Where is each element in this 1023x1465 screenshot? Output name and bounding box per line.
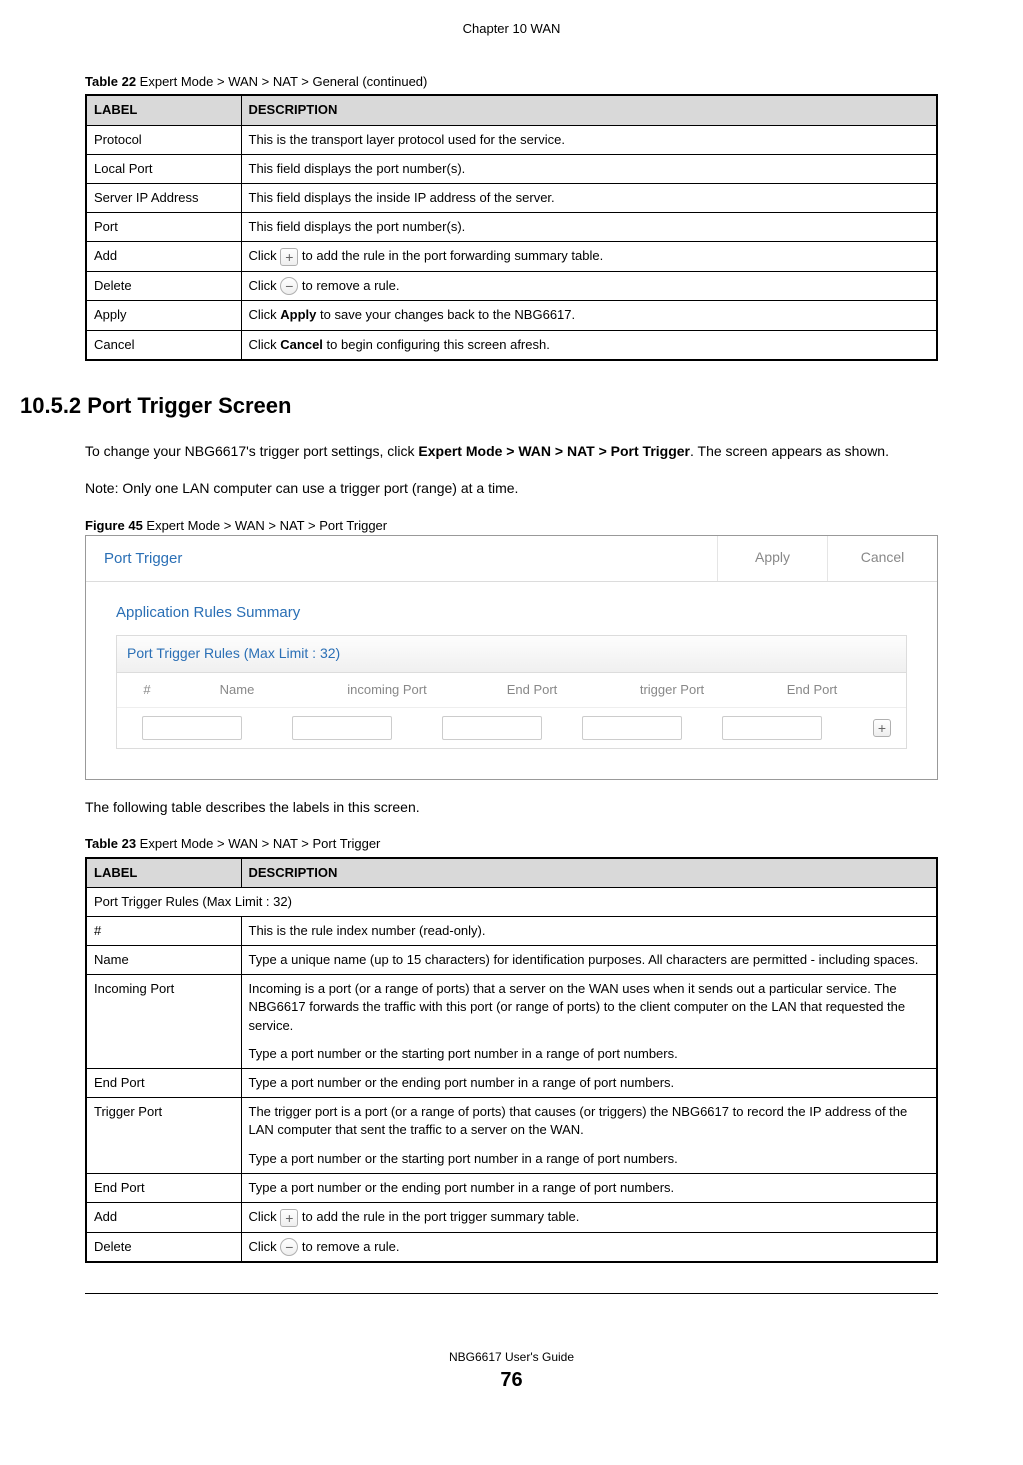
trigger-port-input[interactable] xyxy=(582,716,682,740)
figure45-number: Figure 45 xyxy=(85,518,143,533)
table23-number: Table 23 xyxy=(85,836,136,851)
table-cell: Click + to add the rule in the port forw… xyxy=(241,242,937,272)
table22-caption-text: Expert Mode > WAN > NAT > General (conti… xyxy=(136,74,427,89)
table23-caption: Table 23 Expert Mode > WAN > NAT > Port … xyxy=(85,835,938,853)
table-cell: Delete xyxy=(86,1232,241,1262)
figure45-caption: Figure 45 Expert Mode > WAN > NAT > Port… xyxy=(85,517,938,535)
footer-guide-name: NBG6617 User's Guide xyxy=(85,1349,938,1366)
section-note: Note: Only one LAN computer can use a tr… xyxy=(85,479,938,499)
table-cell: Type a port number or the ending port nu… xyxy=(241,1173,937,1202)
table-cell: End Port xyxy=(86,1173,241,1202)
table-cell: End Port xyxy=(86,1069,241,1098)
table-cell: Click Cancel to begin configuring this s… xyxy=(241,330,937,360)
port-trigger-columns: # Name incoming Port End Port trigger Po… xyxy=(117,673,906,708)
table-cell: Cancel xyxy=(86,330,241,360)
table23-spanrow: Port Trigger Rules (Max Limit : 32) xyxy=(86,887,937,916)
table-cell: Click − to remove a rule. xyxy=(241,271,937,301)
table22: LABEL DESCRIPTION ProtocolThis is the tr… xyxy=(85,94,938,360)
table-cell: This field displays the inside IP addres… xyxy=(241,183,937,212)
table-cell: # xyxy=(86,916,241,945)
figure45-screenshot: Port Trigger Apply Cancel Application Ru… xyxy=(85,535,938,780)
section-intro: To change your NBG6617's trigger port se… xyxy=(85,442,938,462)
table-cell: Click + to add the rule in the port trig… xyxy=(241,1202,937,1232)
table-cell: This field displays the port number(s). xyxy=(241,213,937,242)
minus-icon: − xyxy=(280,1238,298,1256)
table-cell: Incoming is a port (or a range of ports)… xyxy=(241,975,937,1069)
table-cell: Add xyxy=(86,242,241,272)
table23-header-desc: DESCRIPTION xyxy=(241,858,937,888)
table-cell: Add xyxy=(86,1202,241,1232)
port-trigger-header: Port Trigger Apply Cancel xyxy=(86,536,937,582)
port-trigger-input-row: + xyxy=(117,708,906,748)
cancel-button[interactable]: Cancel xyxy=(827,536,937,581)
table-cell: Protocol xyxy=(86,125,241,154)
table-cell: Port xyxy=(86,213,241,242)
name-input[interactable] xyxy=(142,716,242,740)
plus-icon: + xyxy=(280,248,298,266)
table-cell: Type a unique name (up to 15 characters)… xyxy=(241,946,937,975)
table-cell: This field displays the port number(s). xyxy=(241,154,937,183)
end-port-2-input[interactable] xyxy=(722,716,822,740)
col-hash: # xyxy=(127,681,167,699)
port-trigger-title: Port Trigger xyxy=(86,536,717,581)
port-trigger-rules-header: Port Trigger Rules (Max Limit : 32) xyxy=(117,636,906,673)
table-cell: Local Port xyxy=(86,154,241,183)
footer-page-number: 76 xyxy=(85,1366,938,1394)
application-rules-summary-title: Application Rules Summary xyxy=(116,602,907,623)
table23-header-label: LABEL xyxy=(86,858,241,888)
table-cell: The trigger port is a port (or a range o… xyxy=(241,1098,937,1174)
table-cell: Trigger Port xyxy=(86,1098,241,1174)
table-cell: Type a port number or the ending port nu… xyxy=(241,1069,937,1098)
apply-button[interactable]: Apply xyxy=(717,536,827,581)
section-heading: 10.5.2 Port Trigger Screen xyxy=(20,391,938,422)
table-cell: Click − to remove a rule. xyxy=(241,1232,937,1262)
chapter-header: Chapter 10 WAN xyxy=(85,20,938,38)
incoming-port-input[interactable] xyxy=(292,716,392,740)
table-cell: Name xyxy=(86,946,241,975)
col-end-port-1: End Port xyxy=(467,681,597,699)
col-name: Name xyxy=(167,681,307,699)
table-cell: This is the rule index number (read-only… xyxy=(241,916,937,945)
table-cell: Click Apply to save your changes back to… xyxy=(241,301,937,330)
table22-number: Table 22 xyxy=(85,74,136,89)
col-trigger-port: trigger Port xyxy=(597,681,747,699)
table-cell: This is the transport layer protocol use… xyxy=(241,125,937,154)
table23-intro: The following table describes the labels… xyxy=(85,798,938,818)
port-trigger-rules-box: Port Trigger Rules (Max Limit : 32) # Na… xyxy=(116,635,907,749)
table-cell: Server IP Address xyxy=(86,183,241,212)
col-end-port-2: End Port xyxy=(747,681,877,699)
plus-icon: + xyxy=(280,1209,298,1227)
figure45-caption-text: Expert Mode > WAN > NAT > Port Trigger xyxy=(143,518,387,533)
table-cell: Apply xyxy=(86,301,241,330)
col-incoming-port: incoming Port xyxy=(307,681,467,699)
table-cell: Delete xyxy=(86,271,241,301)
table22-header-label: LABEL xyxy=(86,95,241,125)
table23-caption-text: Expert Mode > WAN > NAT > Port Trigger xyxy=(136,836,380,851)
table23: LABEL DESCRIPTION Port Trigger Rules (Ma… xyxy=(85,857,938,1264)
table-cell: Incoming Port xyxy=(86,975,241,1069)
end-port-1-input[interactable] xyxy=(442,716,542,740)
page-footer: NBG6617 User's Guide 76 xyxy=(85,1349,938,1394)
table22-caption: Table 22 Expert Mode > WAN > NAT > Gener… xyxy=(85,73,938,91)
minus-icon: − xyxy=(280,277,298,295)
table22-header-desc: DESCRIPTION xyxy=(241,95,937,125)
add-rule-icon[interactable]: + xyxy=(873,719,891,737)
